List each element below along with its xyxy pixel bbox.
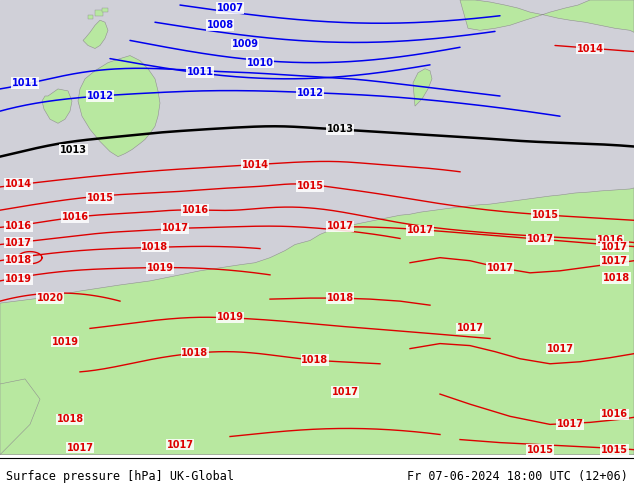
Text: 1014: 1014	[576, 44, 604, 53]
Text: 1017: 1017	[601, 242, 628, 251]
Text: 1017: 1017	[557, 419, 583, 429]
Polygon shape	[102, 8, 108, 12]
Polygon shape	[0, 188, 634, 455]
Text: 1017: 1017	[406, 225, 434, 235]
Text: 1017: 1017	[526, 235, 553, 245]
Text: 1018: 1018	[56, 415, 84, 424]
Text: 1016: 1016	[5, 221, 32, 231]
Text: 1018: 1018	[5, 255, 32, 265]
Text: 1009: 1009	[231, 40, 259, 49]
Text: 1019: 1019	[146, 263, 174, 273]
Text: 1017: 1017	[67, 442, 93, 453]
Text: 1015: 1015	[531, 210, 559, 220]
Text: 1019: 1019	[216, 312, 243, 322]
Text: 1011: 1011	[11, 78, 39, 88]
Text: 1017: 1017	[332, 387, 358, 397]
Polygon shape	[413, 69, 432, 106]
Text: 1017: 1017	[456, 323, 484, 333]
Text: 1013: 1013	[60, 145, 87, 154]
Text: 1017: 1017	[547, 343, 574, 354]
Text: 1018: 1018	[141, 242, 169, 251]
Text: 1016: 1016	[181, 205, 209, 215]
Text: 1015: 1015	[601, 444, 628, 455]
Text: 1017: 1017	[327, 221, 354, 231]
Text: 1014: 1014	[5, 179, 32, 189]
Polygon shape	[0, 0, 634, 455]
Text: 1011: 1011	[186, 67, 214, 77]
Text: 1018: 1018	[181, 348, 209, 358]
Text: 1016: 1016	[601, 409, 628, 419]
Text: 1018: 1018	[327, 293, 354, 303]
Text: 1017: 1017	[601, 256, 628, 266]
Text: 1007: 1007	[216, 3, 243, 13]
Text: 1017: 1017	[167, 440, 193, 450]
Text: 1014: 1014	[242, 160, 269, 170]
Text: 1019: 1019	[5, 274, 32, 284]
Text: 1017: 1017	[5, 238, 32, 247]
Text: 1015: 1015	[297, 181, 323, 191]
Text: Fr 07-06-2024 18:00 UTC (12+06): Fr 07-06-2024 18:00 UTC (12+06)	[407, 470, 628, 483]
Polygon shape	[95, 10, 103, 16]
Text: 1015: 1015	[526, 444, 553, 455]
Text: 1012: 1012	[86, 91, 113, 101]
Polygon shape	[88, 15, 93, 19]
Text: 1017: 1017	[486, 263, 514, 273]
Text: 1016: 1016	[597, 236, 623, 245]
Polygon shape	[78, 55, 160, 157]
Text: 1017: 1017	[162, 223, 188, 233]
Polygon shape	[42, 89, 72, 123]
Text: 1019: 1019	[51, 337, 79, 346]
Text: 1015: 1015	[86, 193, 113, 203]
Text: 1012: 1012	[297, 88, 323, 98]
Text: Surface pressure [hPa] UK-Global: Surface pressure [hPa] UK-Global	[6, 470, 235, 483]
Text: 1008: 1008	[207, 20, 233, 30]
Text: 1010: 1010	[247, 58, 273, 68]
Polygon shape	[83, 20, 108, 49]
Polygon shape	[460, 0, 634, 32]
Polygon shape	[0, 379, 40, 455]
Text: 1018: 1018	[603, 273, 630, 283]
Text: 1013: 1013	[327, 124, 354, 134]
Text: 1020: 1020	[37, 293, 63, 303]
Text: 1016: 1016	[61, 212, 89, 222]
Text: 1018: 1018	[301, 355, 328, 365]
